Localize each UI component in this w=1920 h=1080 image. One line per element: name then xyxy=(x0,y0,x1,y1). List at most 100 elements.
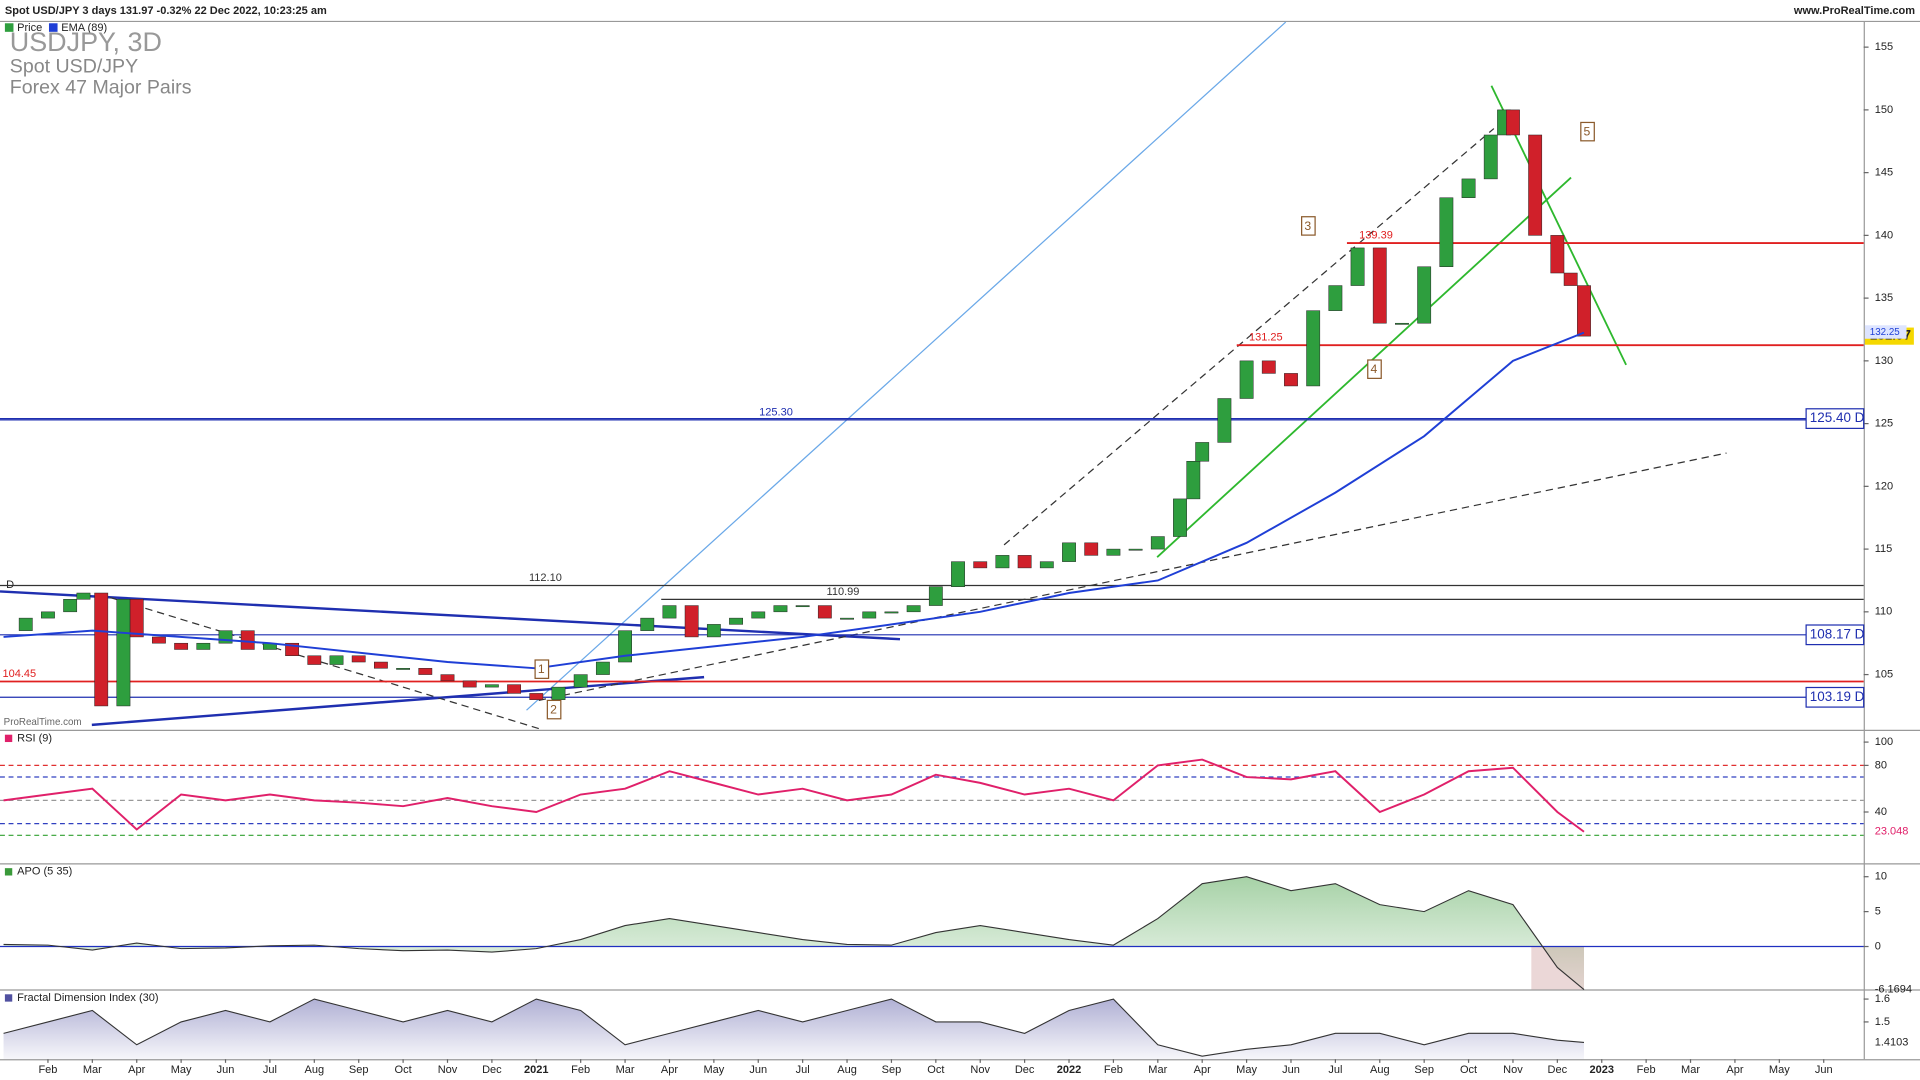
area xyxy=(3,999,1584,1060)
x-tick-label: Dec xyxy=(482,1064,502,1076)
candle xyxy=(1284,373,1298,387)
y-tick-label: 5 xyxy=(1875,906,1881,918)
candle xyxy=(129,599,144,638)
y-tick-label: 115 xyxy=(1875,543,1893,555)
candle xyxy=(1550,235,1565,274)
candle xyxy=(773,605,788,613)
y-tick-label: 155 xyxy=(1875,41,1893,53)
site: www.ProRealTime.com xyxy=(1793,5,1915,17)
candle xyxy=(396,668,411,670)
candle xyxy=(884,611,899,614)
wave-box xyxy=(1367,359,1382,379)
area-line xyxy=(3,876,1585,991)
candle xyxy=(1261,360,1276,374)
x-tick-label: Apr xyxy=(1726,1064,1743,1076)
y-tick-label: 125 xyxy=(1875,418,1893,430)
candle xyxy=(462,680,477,688)
candle xyxy=(817,605,832,619)
x-tick-label: Jul xyxy=(796,1064,810,1076)
candle xyxy=(440,674,455,682)
trend-line xyxy=(538,452,1727,702)
candle xyxy=(1150,536,1165,550)
candle xyxy=(573,674,588,688)
candle xyxy=(551,686,566,700)
level-label: 131.25 xyxy=(1249,332,1283,344)
candle xyxy=(116,599,131,707)
symbol: USDJPY, 3D xyxy=(10,27,162,57)
level-label: 110.99 xyxy=(827,586,860,598)
right-label: 125.40 D xyxy=(1810,410,1865,425)
x-tick-label: Mar xyxy=(1148,1064,1167,1076)
level-label: 112.10 xyxy=(529,572,562,584)
candle xyxy=(906,605,921,613)
rsi-line xyxy=(3,758,1585,833)
x-tick-label: Jul xyxy=(263,1064,277,1076)
x-tick-label: 2023 xyxy=(1589,1064,1614,1076)
y-tick-label: 80 xyxy=(1875,759,1887,771)
x-tick-label: Dec xyxy=(1015,1064,1035,1076)
wave-box xyxy=(534,659,550,679)
candle xyxy=(1173,498,1187,537)
panel-swatch xyxy=(4,868,13,876)
trend-line xyxy=(91,675,705,727)
candle xyxy=(1439,197,1454,267)
x-tick-label: Nov xyxy=(970,1064,990,1076)
area xyxy=(3,876,1584,990)
last-value: -6.1694 xyxy=(1875,983,1912,995)
candle xyxy=(995,555,1010,569)
x-tick-label: Sep xyxy=(1414,1064,1434,1076)
legend-swatch xyxy=(48,23,58,32)
candle xyxy=(1328,285,1343,311)
candle xyxy=(373,661,388,669)
candle xyxy=(1062,542,1076,562)
y-tick-label: 1.6 xyxy=(1875,993,1890,1005)
candle xyxy=(1577,285,1591,337)
candle xyxy=(729,617,743,625)
candle xyxy=(1017,555,1032,569)
candle xyxy=(1128,548,1143,551)
candle xyxy=(840,617,854,620)
candle xyxy=(307,655,322,665)
wave-box xyxy=(1301,216,1316,236)
y-tick-label: 110 xyxy=(1875,606,1893,618)
right-label: 103.19 D xyxy=(1810,689,1865,704)
y-tick-label: 1.5 xyxy=(1875,1016,1890,1028)
candle xyxy=(1563,272,1578,286)
ema-line xyxy=(3,331,1585,670)
candle xyxy=(1239,360,1254,399)
candle xyxy=(1372,247,1387,324)
x-tick-label: Jun xyxy=(1282,1064,1300,1076)
y-tick-label: 150 xyxy=(1875,104,1893,116)
last-value: 1.4103 xyxy=(1875,1036,1909,1048)
x-tick-label: May xyxy=(171,1064,192,1076)
candle xyxy=(152,636,166,644)
watermark: ProRealTime.com xyxy=(4,717,82,728)
candle xyxy=(329,655,344,665)
y-tick-label: 40 xyxy=(1875,806,1887,818)
x-tick-label: Nov xyxy=(1503,1064,1523,1076)
y-tick-label: 140 xyxy=(1875,229,1893,241)
candle xyxy=(662,605,677,619)
x-tick-label: Mar xyxy=(616,1064,635,1076)
y-tick-label: 135 xyxy=(1875,292,1893,304)
trend-line xyxy=(526,21,1287,711)
name: Spot USD/JPY xyxy=(10,56,138,78)
ema-box xyxy=(1864,325,1907,339)
candle xyxy=(1084,542,1099,556)
y-tick-label: 130 xyxy=(1875,355,1893,367)
candle xyxy=(684,605,699,638)
candle xyxy=(973,561,988,569)
x-tick-label: Sep xyxy=(349,1064,369,1076)
x-tick-label: Oct xyxy=(1460,1064,1477,1076)
candle xyxy=(1506,109,1520,136)
x-tick-label: Jun xyxy=(749,1064,767,1076)
wave-label: 3 xyxy=(1304,219,1311,233)
x-tick-label: Oct xyxy=(927,1064,944,1076)
candle xyxy=(351,655,366,663)
wave-label: 1 xyxy=(538,662,545,676)
x-tick-label: Mar xyxy=(83,1064,102,1076)
legend-item: Price xyxy=(17,22,42,34)
x-tick-label: Dec xyxy=(1548,1064,1568,1076)
